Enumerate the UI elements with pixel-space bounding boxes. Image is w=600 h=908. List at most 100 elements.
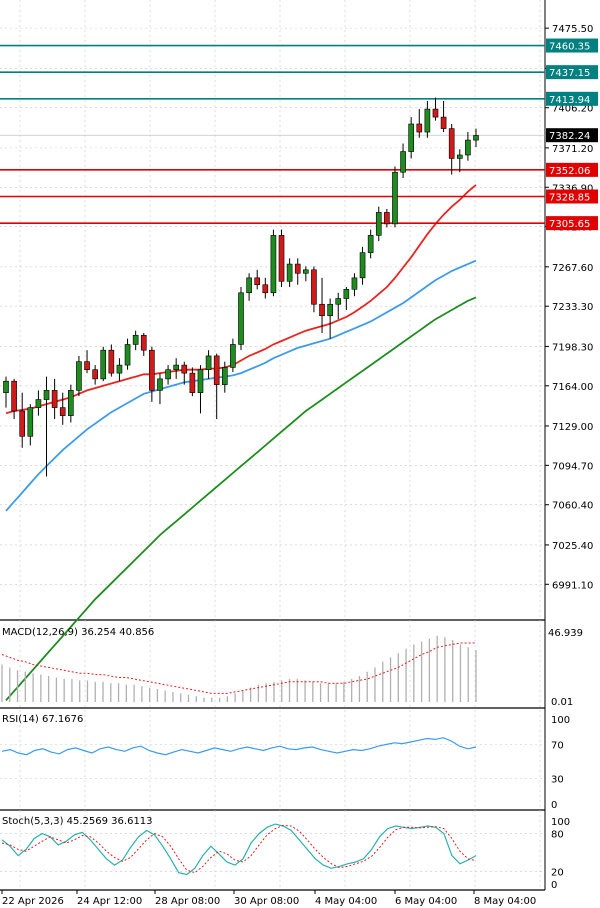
y-tick-label: 7475.50 — [552, 24, 593, 35]
stoch-tick-label: 80 — [551, 830, 564, 841]
candle-body — [35, 399, 42, 408]
price-levels — [0, 44, 545, 224]
candle-body — [230, 344, 236, 368]
rsi-pane — [0, 737, 545, 779]
candle-body — [149, 349, 155, 391]
macd-max-label: 46.939 — [548, 628, 583, 639]
candle-body — [108, 349, 115, 374]
candle-body — [19, 410, 26, 437]
x-tick-label: 4 May 04:00 — [315, 896, 377, 907]
rsi-tick-label: 100 — [551, 715, 570, 726]
y-tick-label: 7406.20 — [552, 104, 593, 115]
rsi-tick-label: 30 — [551, 775, 564, 786]
candle-body — [238, 292, 244, 345]
candle-body — [278, 235, 285, 282]
y-tick-label: 7025.40 — [552, 541, 593, 552]
candle-body — [254, 277, 261, 286]
candle-body — [51, 390, 58, 408]
candle-body — [408, 123, 414, 152]
resistance-level-badge — [546, 65, 598, 80]
candle-body — [367, 235, 374, 253]
candle-body — [76, 361, 82, 391]
current-price-badge — [546, 128, 598, 143]
price-badges: 7460.35 7437.15 7413.94 7352.06 7328.85 7305.… — [546, 38, 598, 231]
candle-body — [165, 369, 171, 380]
candle-body — [43, 390, 50, 400]
candle-body — [124, 344, 131, 366]
candle-body — [173, 364, 179, 371]
y-tick-label: 7336.90 — [552, 183, 593, 194]
candle-body — [140, 334, 147, 351]
time-axis: 22 Apr 2026 24 Apr 12:00 28 Apr 08:00 30 Ap… — [1, 890, 536, 907]
current-price-label: 7382.24 — [549, 131, 590, 142]
candle-body — [157, 378, 163, 391]
candle-body — [400, 151, 406, 173]
candle-body — [375, 212, 382, 236]
rsi-tick-label: 0 — [551, 800, 557, 811]
support-level-badge — [546, 216, 598, 231]
candles — [3, 97, 479, 477]
candle-body — [213, 355, 220, 385]
candle-body — [100, 349, 107, 380]
rsi-line — [1, 737, 477, 756]
stoch-label: Stoch(5,3,3) 45.2569 36.6113 — [2, 816, 153, 827]
candle-body — [3, 380, 9, 393]
candle-body — [294, 263, 301, 274]
rsi-label: RSI(14) 67.1676 — [2, 714, 83, 725]
resistance-level-badge-label: 7437.15 — [549, 68, 590, 79]
candle-body — [448, 128, 455, 159]
y-tick-label: 7164.00 — [552, 382, 593, 393]
stoch-tick-label: 0 — [551, 880, 557, 891]
candle-body — [319, 303, 325, 317]
support-level-badge-label: 7352.06 — [549, 166, 590, 177]
candle-body — [327, 303, 333, 317]
y-tick-label: 7129.00 — [552, 422, 593, 433]
resistance-level-badge — [546, 38, 598, 53]
candle-body — [456, 154, 463, 159]
candle-body — [205, 355, 212, 371]
x-tick-label: 24 Apr 12:00 — [77, 896, 142, 907]
resistance-level-badge-label: 7413.94 — [549, 95, 590, 106]
resistance-level-badge — [546, 91, 598, 106]
support-level-badge-label: 7328.85 — [549, 193, 590, 204]
candle-body — [416, 123, 423, 133]
candle-body — [286, 263, 293, 282]
candle-body — [270, 235, 277, 294]
candle-body — [432, 108, 439, 118]
stoch-signal-line — [1, 824, 477, 874]
support-level-badge — [546, 162, 598, 177]
y-tick-label: 7371.20 — [552, 144, 593, 155]
candle-body — [335, 298, 342, 305]
candle-body — [359, 252, 366, 279]
x-tick-label: 8 May 04:00 — [474, 896, 536, 907]
candle-body — [440, 116, 447, 129]
x-tick-label: 22 Apr 2026 — [2, 896, 64, 907]
candle-body — [303, 269, 309, 274]
y-tick-label: 7198.30 — [552, 342, 593, 353]
macd-pane — [1, 635, 477, 702]
y-tick-label: 7060.40 — [552, 501, 593, 512]
candle-body — [181, 364, 188, 374]
macd-label: MACD(12,26,9) 36.254 40.856 — [2, 627, 154, 638]
candle-body — [59, 407, 66, 416]
macd-signal-line — [1, 642, 476, 694]
moving-averages — [5, 184, 477, 701]
rsi-tick-label: 70 — [551, 741, 564, 752]
candle-body — [92, 369, 98, 380]
candle-body — [311, 269, 317, 305]
candle-body — [68, 390, 74, 416]
candle-body — [392, 171, 398, 225]
candle-body — [189, 372, 196, 393]
price-axis: 7475.507440.507406.207371.207336.907302.… — [545, 24, 593, 891]
stoch-pane — [0, 823, 545, 876]
y-tick-label: 7233.30 — [552, 302, 593, 313]
candle-body — [197, 369, 204, 393]
candle-body — [424, 108, 431, 133]
candle-body — [84, 361, 90, 371]
ma-line — [5, 259, 477, 512]
x-tick-label: 6 May 04:00 — [395, 896, 457, 907]
support-level-badge-label: 7305.65 — [549, 219, 590, 230]
grid — [0, 0, 546, 891]
stoch-main-line — [1, 823, 477, 876]
